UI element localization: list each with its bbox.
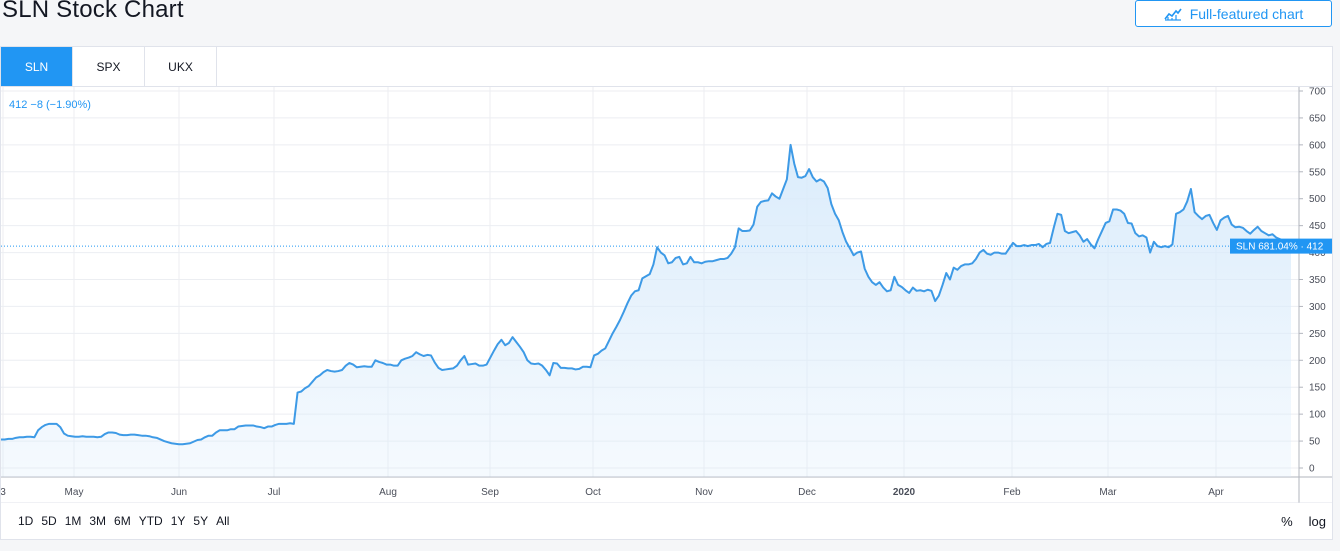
y-tick-label: 700 [1309,87,1326,98]
x-tick-label: Oct [585,487,601,498]
range-5y[interactable]: 5Y [193,514,209,528]
y-tick-label: 300 [1309,302,1326,313]
y-tick-label: 600 [1309,140,1326,151]
x-tick-label: 3 [1,487,6,498]
y-tick-label: 150 [1309,383,1326,394]
symbol-tabs: SLN SPX UKX [1,47,217,87]
page-title: SLN Stock Chart [2,0,184,23]
range-1m[interactable]: 1M [64,514,82,528]
x-tick-label: Nov [695,487,713,498]
chart-trend-icon [1164,8,1182,21]
series-line-sln [1,143,1292,446]
x-tick-label: Jun [171,487,187,498]
y-tick-label: 350 [1309,275,1326,286]
x-tick-label: Feb [1003,487,1021,498]
range-toolbar: 1D 5D 1M 3M 6M YTD 1Y 5Y All % log [1,503,1332,539]
x-tick-label: Sep [481,487,499,498]
y-tick-label: 550 [1309,167,1326,178]
x-tick-label: May [65,487,84,498]
price-legend: 412 −8 (−1.90%) [9,99,91,111]
tabs-divider [1,86,1332,87]
range-ytd[interactable]: YTD [138,514,163,528]
full-featured-chart-button[interactable]: Full-featured chart [1135,0,1332,27]
x-tick-label: Jul [268,487,281,498]
x-tick-label: 2020 [893,487,916,498]
x-tick-label: Mar [1099,487,1117,498]
y-tick-label: 500 [1309,194,1326,205]
tab-ukx[interactable]: UKX [145,47,217,86]
y-tick-label: 650 [1309,113,1326,124]
y-tick-label: 0 [1309,464,1315,475]
range-6m[interactable]: 6M [114,514,131,528]
y-tick-label: 50 [1309,437,1321,448]
tab-sln[interactable]: SLN [1,47,73,86]
y-tick-label: 450 [1309,221,1326,232]
range-1y[interactable]: 1Y [170,514,186,528]
range-1d[interactable]: 1D [18,514,34,528]
y-tick-label: 100 [1309,410,1326,421]
x-tick-label: Aug [379,487,397,498]
percent-toggle[interactable]: % [1281,513,1293,529]
range-3m[interactable]: 3M [89,514,107,528]
range-all[interactable]: All [216,514,230,528]
y-tick-label: 200 [1309,356,1326,367]
chart-widget: 0501001502002503003504004505005506006507… [0,46,1333,540]
full-featured-chart-label: Full-featured chart [1189,5,1304,22]
price-chart: 0501001502002503003504004505005506006507… [1,87,1332,503]
x-tick-label: Dec [798,487,816,498]
x-tick-label: Apr [1208,487,1224,498]
range-5d[interactable]: 5D [41,514,57,528]
log-toggle[interactable]: log [1308,513,1326,529]
last-price-label: SLN 681.04% · 412 [1236,242,1324,253]
tab-spx[interactable]: SPX [73,47,145,86]
y-tick-label: 250 [1309,329,1326,340]
last-price-badge [1230,238,1332,254]
series-area-sln [1,144,1291,478]
